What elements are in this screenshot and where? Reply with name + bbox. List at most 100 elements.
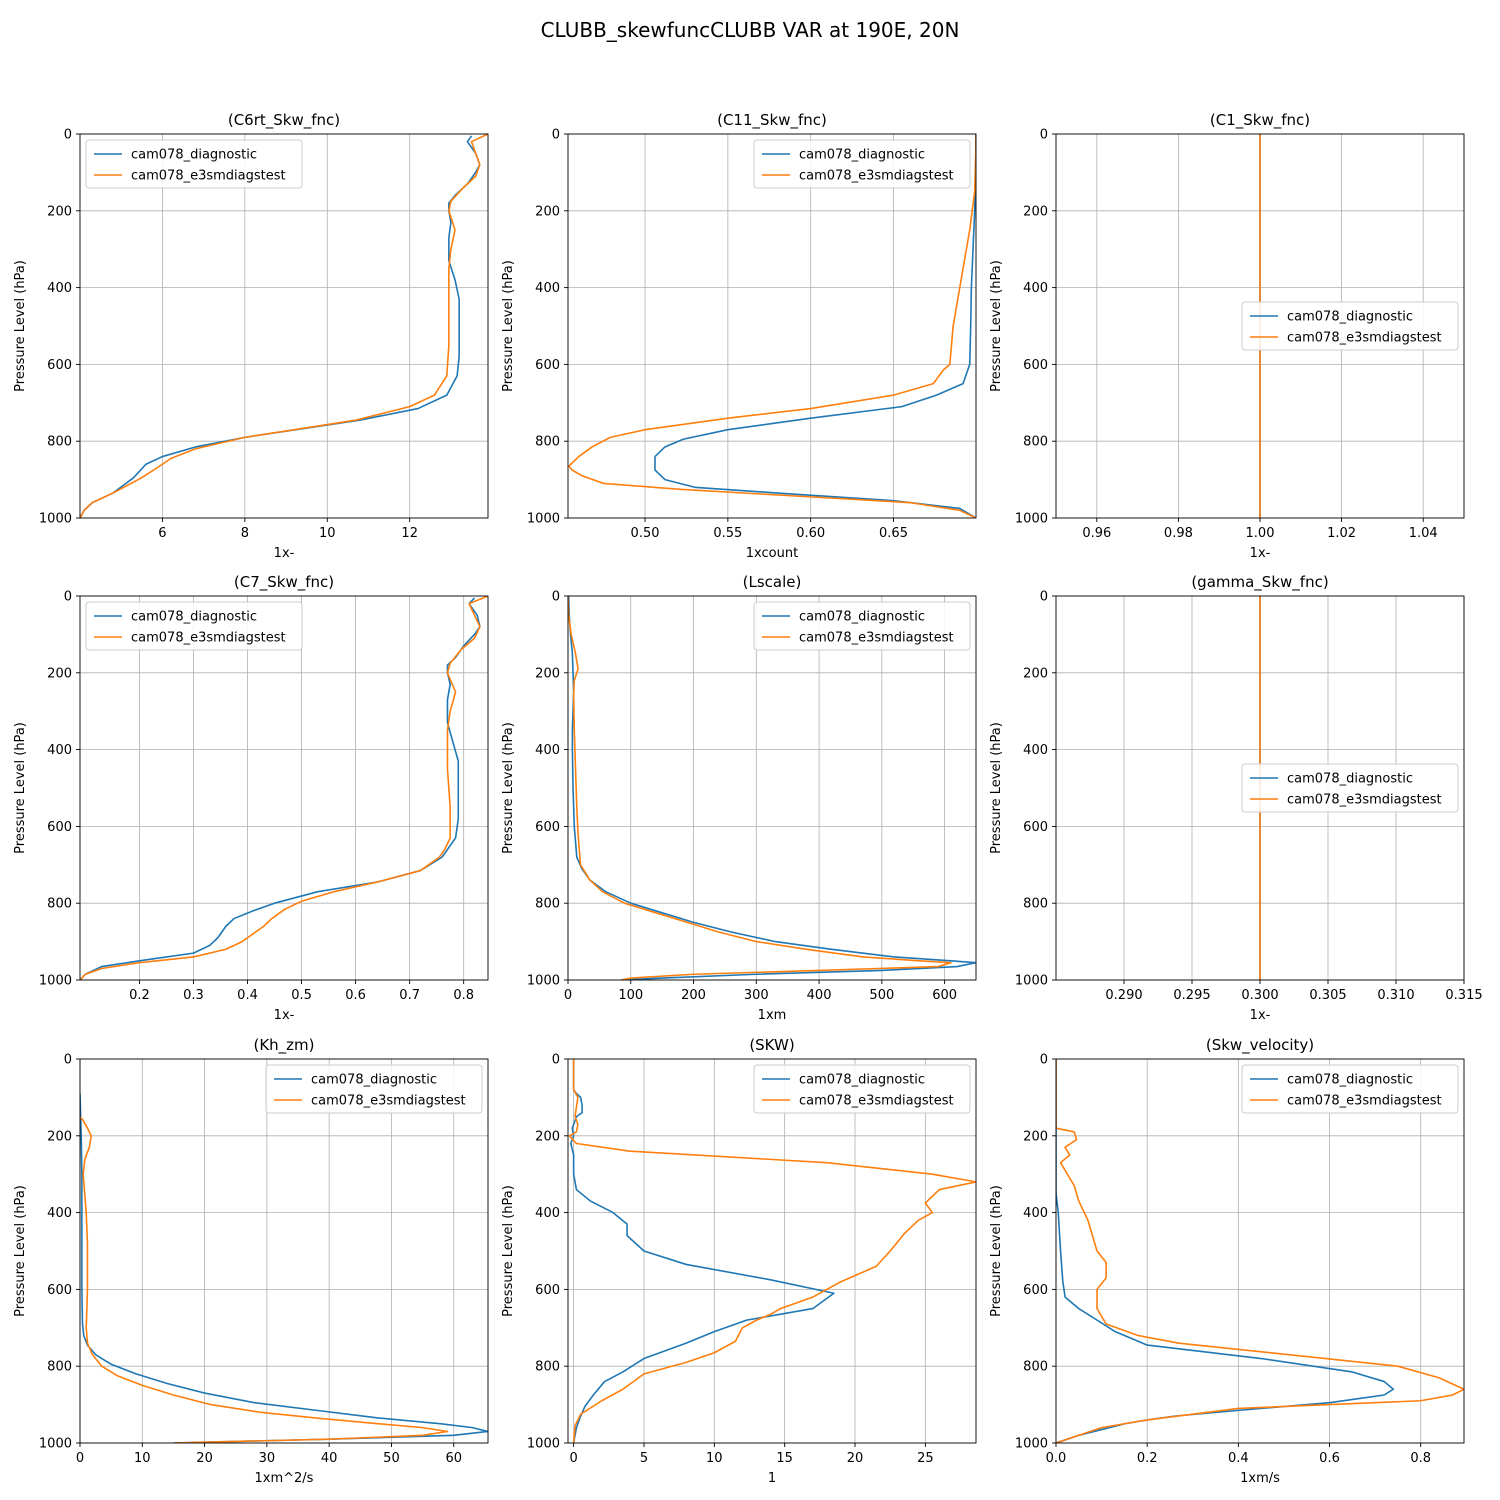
x-tick-label: 0.4 <box>237 988 258 1003</box>
x-tick-label: 6 <box>158 526 166 541</box>
legend: cam078_diagnostic cam078_e3smdiagstest <box>265 1064 483 1114</box>
y-tick-label: 0 <box>1040 128 1048 143</box>
series-line-diagnostic <box>654 134 976 518</box>
x-tick-label: 1.04 <box>1409 526 1438 541</box>
legend-box <box>85 601 303 651</box>
axes-frame <box>79 595 489 981</box>
y-tick-label: 200 <box>1023 1129 1048 1144</box>
y-axis-label: Pressure Level (hPa) <box>501 722 516 854</box>
legend: cam078_diagnostic cam078_e3smdiagstest <box>753 1064 971 1114</box>
y-tick-label: 1000 <box>1015 974 1048 989</box>
y-tick-label: 1000 <box>39 512 72 527</box>
legend-label: cam078_diagnostic <box>799 610 925 625</box>
legend-label: cam078_diagnostic <box>131 148 257 163</box>
x-tick-label: 8 <box>241 526 249 541</box>
y-tick-label: 0 <box>64 590 72 605</box>
x-tick-label: 0.305 <box>1309 988 1346 1003</box>
subplot-title: (Skw_velocity) <box>1206 1036 1314 1055</box>
figure-title: CLUBB_skewfuncCLUBB VAR at 190E, 20N <box>541 18 960 42</box>
axes-frame <box>79 1058 489 1444</box>
legend-label: cam078_e3smdiagstest <box>799 169 954 184</box>
y-tick-label: 1000 <box>39 1437 72 1452</box>
axes-frame <box>567 1058 977 1444</box>
series-group <box>80 1093 488 1443</box>
subplot-grid: 6 8 10 1202004006008001000(C6rt_Skw_fnc)1x-… <box>13 111 1483 1486</box>
y-tick-label: 200 <box>535 1129 560 1144</box>
y-tick-label: 200 <box>535 204 560 219</box>
x-axis-label: 1xm/s <box>1240 1471 1280 1486</box>
x-tick-label: 0.98 <box>1164 526 1193 541</box>
series-line-e3smdiagstest <box>1056 1059 1464 1443</box>
y-tick-label: 0 <box>552 590 560 605</box>
subplot-2: 0.96 0.98 1.00 1.02 1.04 0 200 400 600 800 1000 (C1… <box>989 111 1465 561</box>
y-axis-label: Pressure Level (hPa) <box>501 260 516 392</box>
x-tick-label: 0.4 <box>1228 1451 1249 1466</box>
x-tick-label: 0.8 <box>453 988 474 1003</box>
subplot-7: 0 5 10 15 20 25 0 200 400 600 800 1000 (SKW) 1 Pressur… <box>501 1036 977 1486</box>
y-tick-label: 600 <box>535 358 560 373</box>
y-tick-label: 400 <box>535 743 560 758</box>
x-tick-label: 0.55 <box>713 526 742 541</box>
series-line-e3smdiagstest <box>80 134 488 518</box>
x-tick-label: 60 <box>445 1451 462 1466</box>
y-tick-label: 200 <box>47 204 72 219</box>
x-tick-label: 10 <box>134 1451 151 1466</box>
subplot-title: (gamma_Skw_fnc) <box>1191 573 1328 592</box>
legend-label: cam078_e3smdiagstest <box>311 1094 466 1109</box>
series-group <box>1056 1059 1464 1443</box>
x-tick-label: 0 <box>564 988 572 1003</box>
x-tick-label: 10 <box>706 1451 723 1466</box>
x-axis-label: 1xm^2/s <box>255 1471 314 1486</box>
x-tick-label: 20 <box>847 1451 864 1466</box>
y-tick-label: 200 <box>1023 666 1048 681</box>
subplot-title: (C11_Skw_fnc) <box>717 111 827 130</box>
y-tick-label: 200 <box>1023 204 1048 219</box>
series-group <box>80 134 488 518</box>
y-tick-label: 1000 <box>527 1437 560 1452</box>
y-tick-label: 400 <box>1023 281 1048 296</box>
legend: cam078_diagnostic cam078_e3smdiagstest <box>753 139 971 189</box>
subplot-6: 0 10 20 30 40 50 6002004006008001000(Kh_zm)1xm… <box>13 1036 489 1486</box>
x-tick-label: 0.6 <box>1319 1451 1340 1466</box>
series-line-e3smdiagstest <box>568 596 952 980</box>
y-tick-label: 400 <box>1023 743 1048 758</box>
axes-frame <box>567 133 977 519</box>
series-line-e3smdiagstest <box>568 134 976 518</box>
x-tick-label: 12 <box>401 526 418 541</box>
legend-label: cam078_diagnostic <box>311 1073 437 1088</box>
series-group <box>568 1059 976 1443</box>
series-line-diagnostic <box>570 1059 835 1443</box>
y-tick-label: 600 <box>535 1283 560 1298</box>
x-tick-label: 0.96 <box>1082 526 1111 541</box>
x-axis-label: 1x- <box>274 546 295 561</box>
x-tick-label: 300 <box>744 988 769 1003</box>
x-tick-label: 0.65 <box>879 526 908 541</box>
y-axis-label: Pressure Level (hPa) <box>989 1185 1004 1317</box>
legend-box <box>1241 1064 1459 1114</box>
y-tick-label: 800 <box>535 1360 560 1375</box>
subplot-title: (Lscale) <box>743 573 802 591</box>
series-line-e3smdiagstest <box>80 596 488 980</box>
plot-area <box>80 134 488 518</box>
subplot-title: (C7_Skw_fnc) <box>234 573 334 592</box>
x-tick-label: 0.60 <box>796 526 825 541</box>
series-group <box>80 596 488 980</box>
x-tick-label: 25 <box>917 1451 934 1466</box>
y-tick-label: 400 <box>535 281 560 296</box>
x-tick-label: 1.02 <box>1327 526 1356 541</box>
y-tick-label: 1000 <box>527 974 560 989</box>
y-tick-label: 0 <box>64 128 72 143</box>
x-tick-label: 0 <box>569 1451 577 1466</box>
subplot-0: 6 8 10 12 0 200 400 600 800 1000 (C6rt_Skw_fnc) 1x-… <box>13 111 489 561</box>
y-tick-label: 400 <box>47 743 72 758</box>
legend-label: cam078_e3smdiagstest <box>799 631 954 646</box>
y-tick-label: 800 <box>1023 897 1048 912</box>
legend-box <box>753 601 971 651</box>
y-tick-label: 200 <box>47 1129 72 1144</box>
y-axis-label: Pressure Level (hPa) <box>13 1185 28 1317</box>
y-tick-label: 1000 <box>1015 1437 1048 1452</box>
series-group <box>568 134 976 518</box>
axes-frame <box>79 133 489 519</box>
y-tick-label: 400 <box>47 1206 72 1221</box>
